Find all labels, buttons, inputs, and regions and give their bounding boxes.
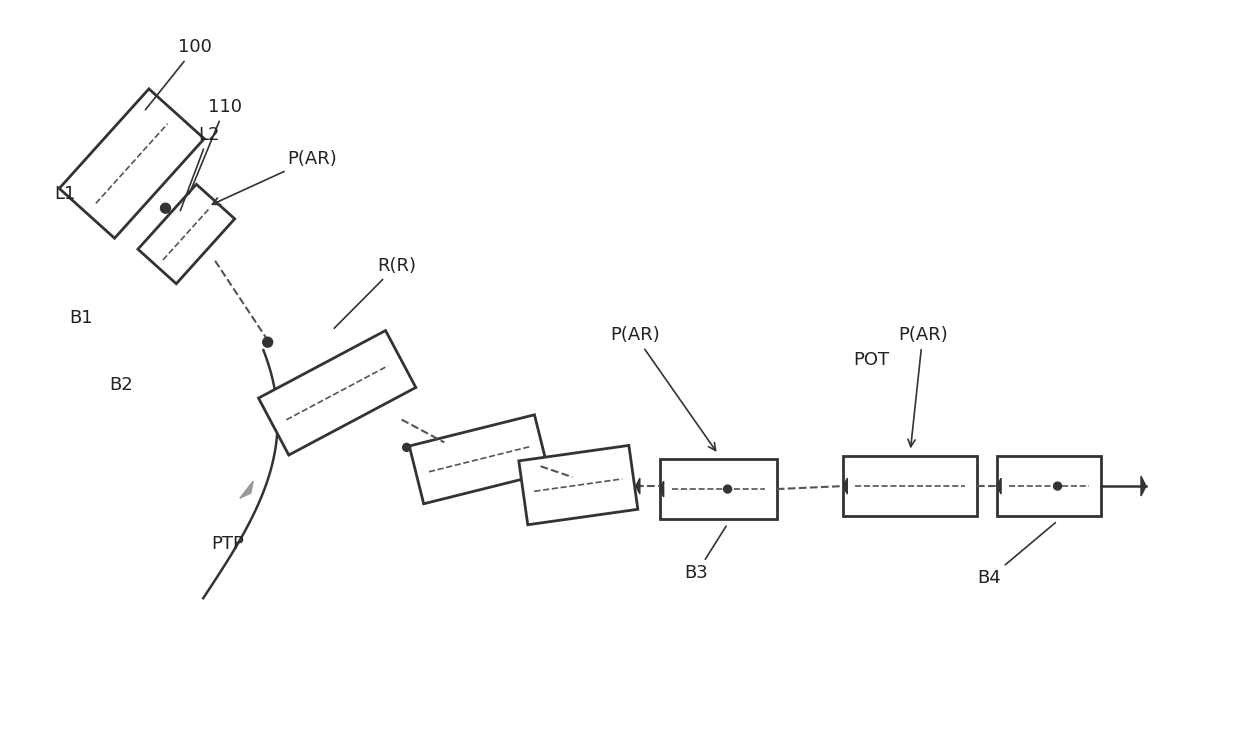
- Polygon shape: [138, 184, 234, 284]
- Text: 110: 110: [190, 98, 242, 194]
- Bar: [843, 456, 977, 516]
- Text: B1: B1: [69, 310, 93, 327]
- Polygon shape: [1141, 476, 1146, 496]
- Polygon shape: [258, 331, 415, 455]
- Circle shape: [403, 444, 410, 452]
- Text: B2: B2: [109, 376, 133, 394]
- Polygon shape: [518, 445, 637, 525]
- Text: L1: L1: [55, 185, 76, 203]
- Polygon shape: [660, 481, 663, 497]
- Polygon shape: [636, 478, 640, 494]
- Polygon shape: [843, 478, 847, 494]
- Bar: [997, 456, 1101, 516]
- Polygon shape: [997, 478, 1001, 494]
- Text: P(AR): P(AR): [610, 326, 715, 450]
- Bar: [660, 459, 776, 519]
- Circle shape: [724, 485, 732, 493]
- Circle shape: [1054, 482, 1061, 490]
- Text: P(AR): P(AR): [898, 326, 947, 447]
- Circle shape: [160, 203, 170, 213]
- Text: R(R): R(R): [334, 257, 415, 329]
- Text: B3: B3: [684, 526, 727, 583]
- Text: P(AR): P(AR): [212, 149, 337, 204]
- Text: B4: B4: [977, 523, 1055, 587]
- Text: L2: L2: [180, 126, 219, 211]
- Text: POT: POT: [853, 351, 889, 369]
- Text: 100: 100: [145, 38, 212, 110]
- Polygon shape: [60, 89, 205, 238]
- Circle shape: [263, 337, 273, 347]
- Polygon shape: [239, 481, 253, 498]
- Text: PTP: PTP: [211, 534, 244, 553]
- Polygon shape: [409, 415, 549, 504]
